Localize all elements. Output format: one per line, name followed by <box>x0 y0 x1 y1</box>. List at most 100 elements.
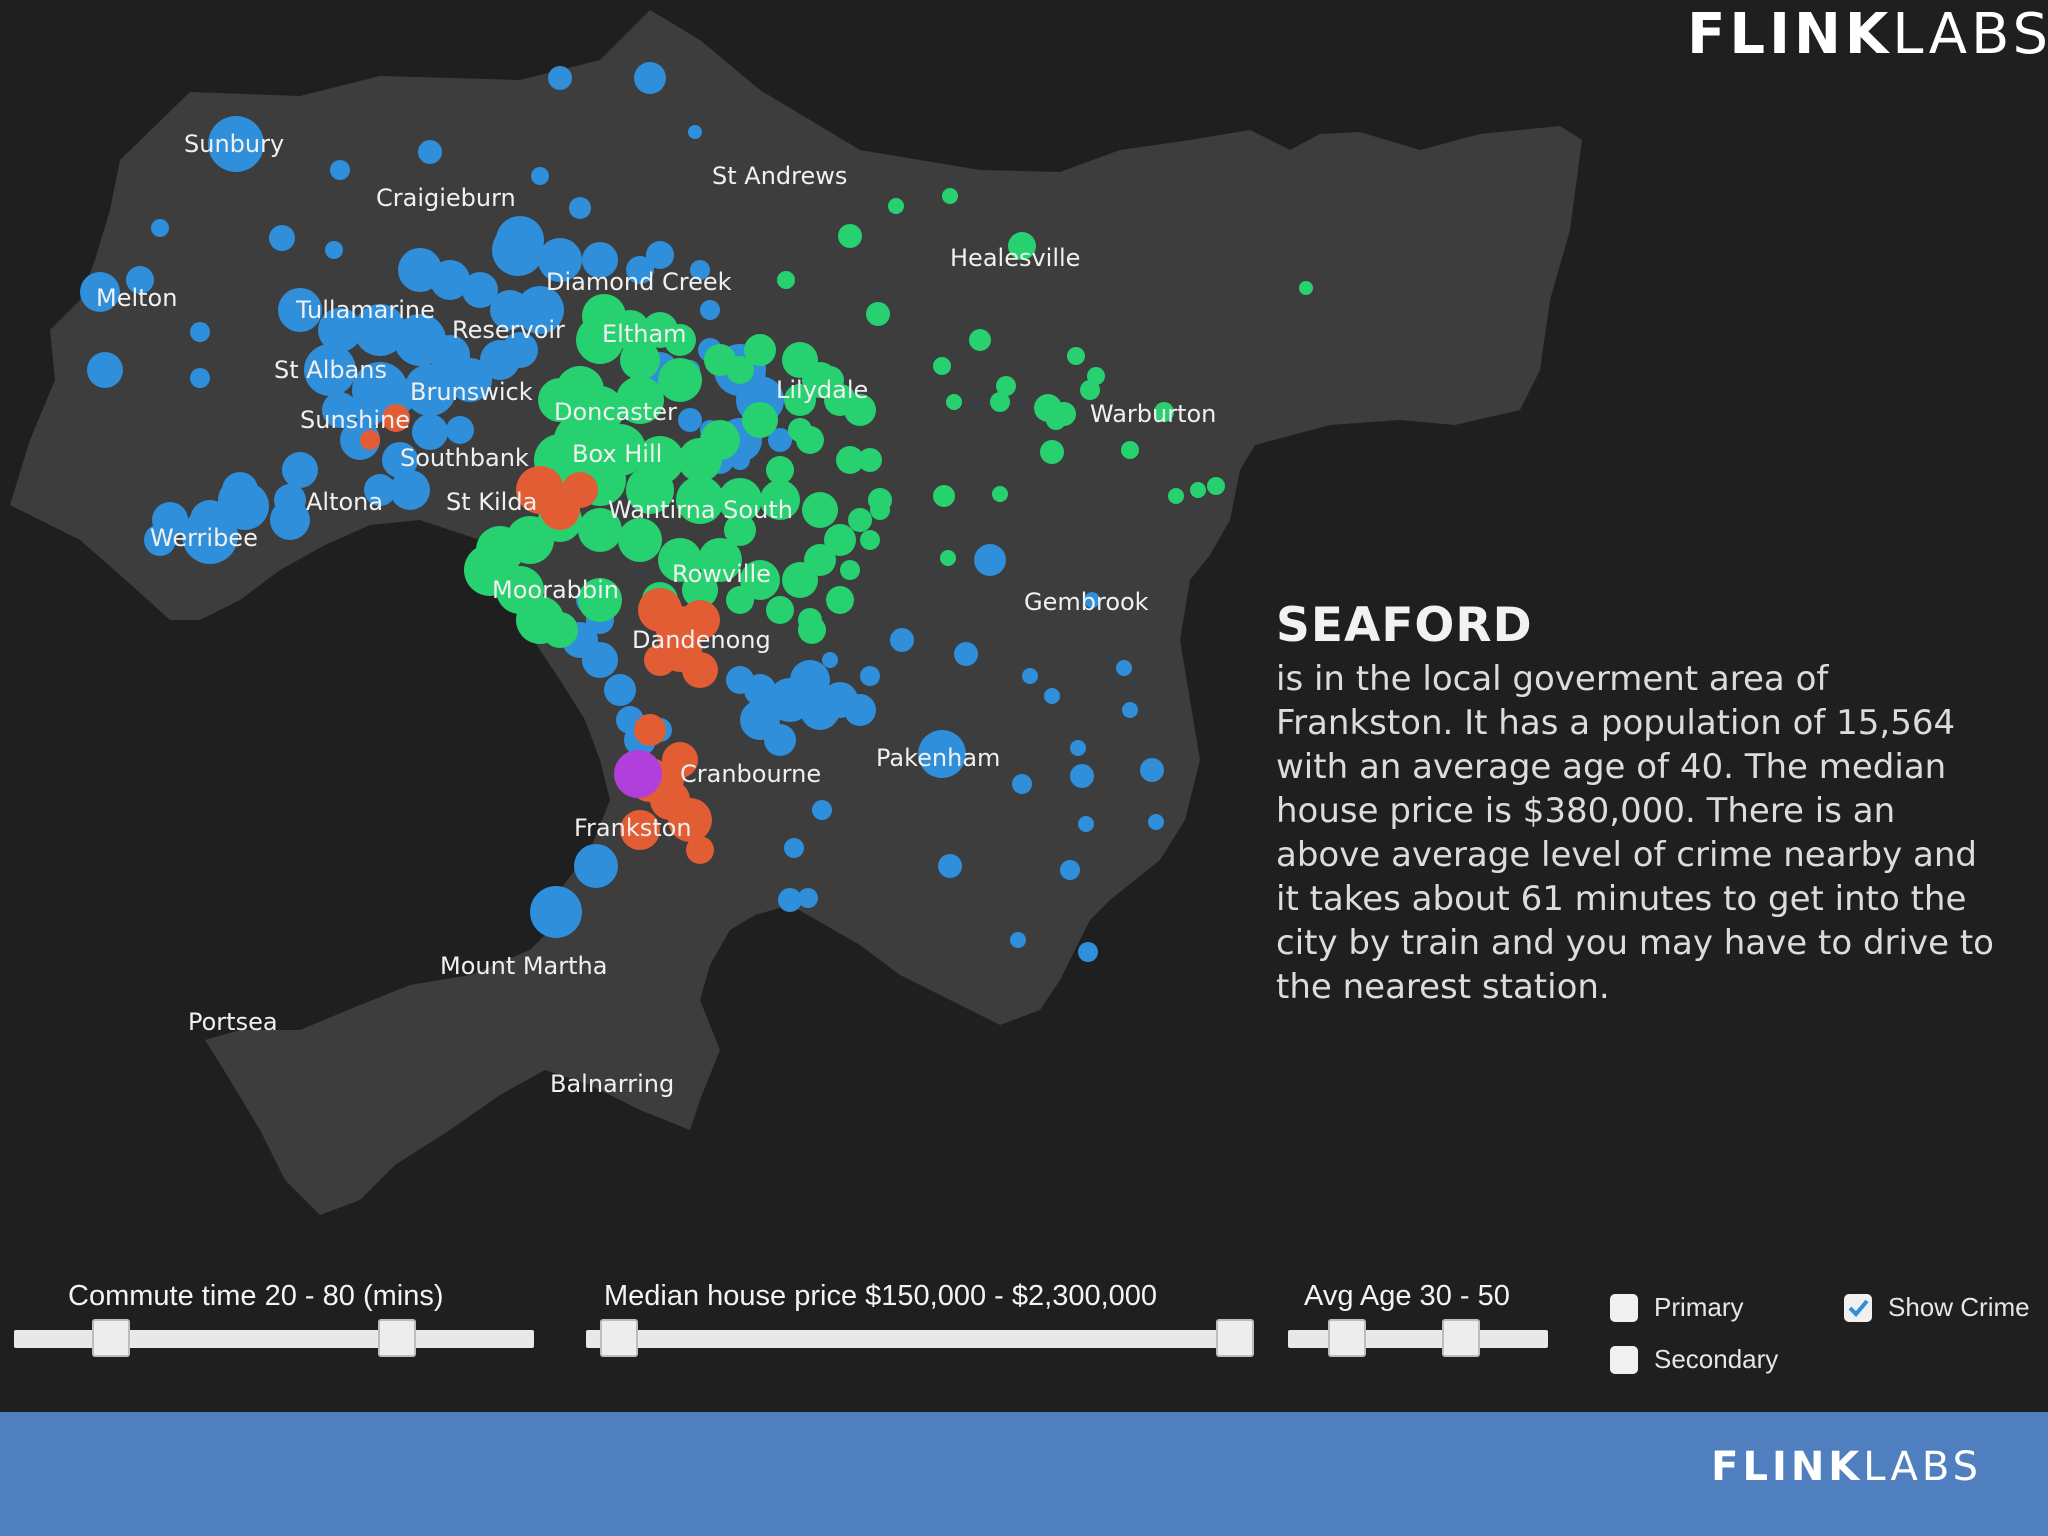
suburb-marker-green[interactable] <box>664 324 696 356</box>
suburb-marker-blue[interactable] <box>530 886 582 938</box>
crime-marker[interactable] <box>680 600 720 640</box>
suburb-marker-blue[interactable] <box>538 238 582 282</box>
suburb-marker-blue[interactable] <box>812 800 832 820</box>
suburb-marker-blue[interactable] <box>918 730 966 778</box>
suburb-marker-blue[interactable] <box>446 416 474 444</box>
suburb-marker-blue[interactable] <box>1044 688 1060 704</box>
suburb-marker-blue[interactable] <box>574 844 618 888</box>
suburb-marker-green[interactable] <box>742 402 778 438</box>
suburb-marker-green[interactable] <box>838 224 862 248</box>
suburb-marker-blue[interactable] <box>678 408 702 432</box>
suburb-marker-blue[interactable] <box>1060 860 1080 880</box>
suburb-marker-green[interactable] <box>1154 402 1174 422</box>
suburb-marker-blue[interactable] <box>418 140 442 164</box>
crime-marker[interactable] <box>686 836 714 864</box>
suburb-marker-blue[interactable] <box>778 888 802 912</box>
suburb-marker-blue[interactable] <box>390 470 430 510</box>
suburb-marker-blue[interactable] <box>354 304 406 356</box>
suburb-marker-green[interactable] <box>784 384 816 416</box>
suburb-marker-blue[interactable] <box>448 358 492 402</box>
suburb-marker-blue[interactable] <box>412 414 448 450</box>
suburb-marker-blue[interactable] <box>730 450 750 470</box>
suburb-marker-blue[interactable] <box>404 364 456 416</box>
suburb-marker-blue[interactable] <box>726 666 754 694</box>
suburb-marker-green[interactable] <box>858 448 882 472</box>
crime-marker[interactable] <box>562 472 598 508</box>
suburb-marker-green[interactable] <box>744 334 776 366</box>
suburb-marker-blue[interactable] <box>126 266 154 294</box>
suburb-marker-blue[interactable] <box>822 652 838 668</box>
suburb-marker-green[interactable] <box>726 586 754 614</box>
suburb-marker-green[interactable] <box>626 466 674 514</box>
suburb-marker-green[interactable] <box>788 418 812 442</box>
suburb-marker-blue[interactable] <box>844 694 876 726</box>
suburb-marker-green[interactable] <box>1046 410 1066 430</box>
suburb-marker-blue[interactable] <box>190 368 210 388</box>
show-crime-checkbox[interactable] <box>1844 1293 1872 1322</box>
suburb-marker-green[interactable] <box>618 518 662 562</box>
crime-marker[interactable] <box>656 766 684 794</box>
suburb-marker-blue[interactable] <box>1084 592 1100 608</box>
suburb-marker-blue[interactable] <box>1010 932 1026 948</box>
suburb-marker-green[interactable] <box>836 446 864 474</box>
suburb-marker-green[interactable] <box>868 488 892 512</box>
suburb-marker-blue[interactable] <box>354 394 386 426</box>
suburb-marker-blue[interactable] <box>860 666 880 686</box>
suburb-marker-green[interactable] <box>798 616 826 644</box>
secondary-checkbox-row[interactable]: Secondary <box>1610 1344 1778 1375</box>
suburb-marker-green[interactable] <box>682 572 718 608</box>
suburb-marker-blue[interactable] <box>1022 668 1038 684</box>
suburb-marker-blue[interactable] <box>502 332 538 368</box>
suburb-marker-blue[interactable] <box>490 290 530 330</box>
suburb-marker-green[interactable] <box>848 508 872 532</box>
price-min-handle[interactable] <box>600 1319 638 1357</box>
suburb-marker-blue[interactable] <box>364 474 396 506</box>
commute-min-handle[interactable] <box>92 1319 130 1357</box>
suburb-marker-green[interactable] <box>933 485 955 507</box>
suburb-marker-green[interactable] <box>766 596 794 624</box>
suburb-marker-green[interactable] <box>766 456 794 484</box>
suburb-marker-green[interactable] <box>578 578 622 622</box>
suburb-marker-blue[interactable] <box>325 241 343 259</box>
suburb-marker-green[interactable] <box>676 476 724 524</box>
suburb-marker-blue[interactable] <box>764 724 796 756</box>
suburb-marker-green[interactable] <box>816 366 844 394</box>
suburb-marker-green[interactable] <box>990 392 1010 412</box>
suburb-marker-blue[interactable] <box>269 225 295 251</box>
suburb-marker-blue[interactable] <box>974 544 1006 576</box>
suburb-marker-blue[interactable] <box>790 660 830 700</box>
suburb-marker-blue[interactable] <box>318 308 362 352</box>
suburb-marker-blue[interactable] <box>144 524 176 556</box>
show-crime-checkbox-row[interactable]: Show Crime <box>1844 1292 2030 1323</box>
suburb-marker-green[interactable] <box>866 302 890 326</box>
suburb-marker-blue[interactable] <box>222 472 258 508</box>
suburb-marker-green[interactable] <box>578 508 622 552</box>
suburb-marker-blue[interactable] <box>322 392 358 428</box>
suburb-marker-blue[interactable] <box>462 272 498 308</box>
suburb-marker-blue[interactable] <box>430 260 470 300</box>
age-max-handle[interactable] <box>1442 1319 1480 1357</box>
suburb-marker-green[interactable] <box>1121 441 1139 459</box>
suburb-marker-blue[interactable] <box>548 66 572 90</box>
primary-checkbox-row[interactable]: Primary <box>1610 1292 1744 1323</box>
crime-marker[interactable] <box>382 404 410 432</box>
suburb-marker-blue[interactable] <box>938 854 962 878</box>
commute-slider[interactable] <box>14 1319 534 1357</box>
suburb-marker-blue[interactable] <box>278 288 322 332</box>
suburb-marker-blue[interactable] <box>690 260 710 280</box>
primary-checkbox[interactable] <box>1610 1293 1638 1322</box>
crime-marker[interactable] <box>360 430 380 450</box>
suburb-marker-blue[interactable] <box>634 62 666 94</box>
suburb-marker-green[interactable] <box>1080 380 1100 400</box>
suburb-marker-blue[interactable] <box>282 452 318 488</box>
suburb-marker-green[interactable] <box>840 560 860 580</box>
suburb-marker-green[interactable] <box>616 376 664 424</box>
commute-max-handle[interactable] <box>378 1319 416 1357</box>
price-slider[interactable] <box>586 1319 1254 1357</box>
suburb-marker-blue[interactable] <box>1070 764 1094 788</box>
suburb-marker-blue[interactable] <box>492 224 544 276</box>
suburb-marker-green[interactable] <box>888 198 904 214</box>
suburb-marker-blue[interactable] <box>798 888 818 908</box>
suburb-marker-blue[interactable] <box>304 344 356 396</box>
suburb-marker-green[interactable] <box>724 514 756 546</box>
